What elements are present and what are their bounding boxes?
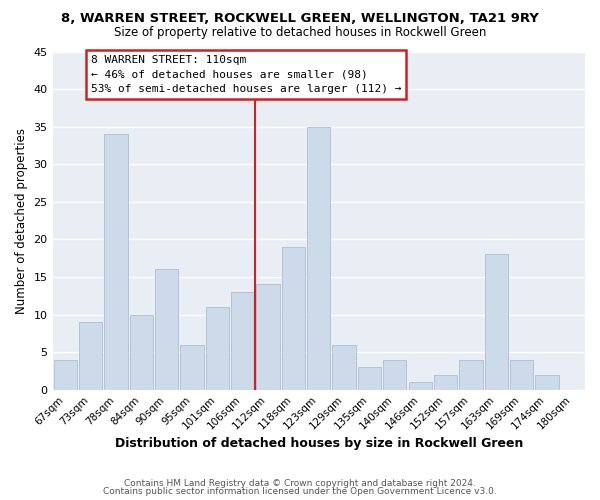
Bar [206,307,229,390]
Bar [53,360,77,390]
Bar [409,382,432,390]
Bar [155,270,178,390]
Text: Contains HM Land Registry data © Crown copyright and database right 2024.: Contains HM Land Registry data © Crown c… [124,478,476,488]
Bar [256,284,280,390]
Bar [79,322,102,390]
Bar [510,360,533,390]
Text: Contains public sector information licensed under the Open Government Licence v3: Contains public sector information licen… [103,487,497,496]
X-axis label: Distribution of detached houses by size in Rockwell Green: Distribution of detached houses by size … [115,437,523,450]
Bar [181,344,203,390]
Bar [104,134,128,390]
Text: 8, WARREN STREET, ROCKWELL GREEN, WELLINGTON, TA21 9RY: 8, WARREN STREET, ROCKWELL GREEN, WELLIN… [61,12,539,26]
Bar [130,314,153,390]
Bar [231,292,254,390]
Text: 8 WARREN STREET: 110sqm
← 46% of detached houses are smaller (98)
53% of semi-de: 8 WARREN STREET: 110sqm ← 46% of detache… [91,56,401,94]
Bar [383,360,406,390]
Bar [307,126,331,390]
Bar [485,254,508,390]
Bar [282,247,305,390]
Bar [358,367,381,390]
Bar [535,374,559,390]
Text: Size of property relative to detached houses in Rockwell Green: Size of property relative to detached ho… [114,26,486,39]
Y-axis label: Number of detached properties: Number of detached properties [15,128,28,314]
Bar [434,374,457,390]
Bar [459,360,482,390]
Bar [332,344,356,390]
